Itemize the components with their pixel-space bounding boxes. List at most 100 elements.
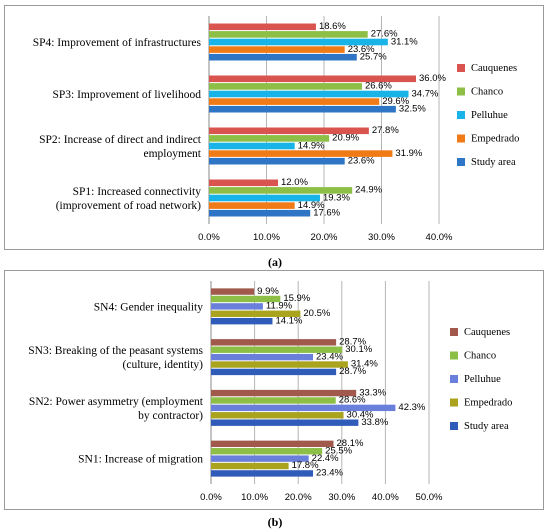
x-tick-label: 0.0% — [198, 232, 220, 243]
chart-panel-b: 0.0% 10.0% 20.0% 30.0% 40.0% 50.0% 9.9% 15.9% 11… — [4, 270, 544, 510]
chart-b-svg: 0.0% 10.0% 20.0% 30.0% 40.0% 50.0% 9.9% 15.9%11… — [28, 281, 512, 503]
data-label: 25.5% — [325, 445, 352, 456]
chart-panel-a: 0.0% 10.0% 20.0% 30.0% 40.0% 18.6% 27.6% 31.1% 2… — [4, 5, 544, 250]
bar — [211, 368, 337, 376]
category-label: SN1: Increase of migration — [78, 454, 203, 466]
legend-entry: Cauquenes — [471, 63, 517, 74]
bar — [209, 23, 316, 31]
data-label: 18.6% — [319, 21, 346, 32]
data-label: 31.9% — [395, 148, 422, 159]
bar — [209, 142, 295, 150]
data-label: 23.6% — [348, 156, 375, 167]
data-label: 15.9% — [283, 293, 310, 304]
legend-swatch — [457, 158, 465, 166]
data-label: 17.8% — [292, 460, 319, 471]
category-label: SN3: Breaking of the peasant systems — [28, 345, 203, 357]
data-label: 14.1% — [275, 315, 302, 326]
legend-entry: Empedrado — [464, 398, 512, 409]
data-label: 17.6% — [313, 208, 340, 219]
bar — [211, 353, 314, 361]
bar — [211, 397, 336, 404]
data-label: 28.7% — [339, 337, 366, 348]
data-label: 23.4% — [316, 468, 343, 479]
legend-entry: Pelluhue — [471, 110, 508, 121]
bar — [211, 440, 334, 448]
bar — [209, 105, 396, 113]
data-label: 23.6% — [348, 44, 375, 55]
data-label: 42.3% — [398, 402, 425, 413]
category-label: by contractor) — [138, 410, 203, 422]
bar — [211, 346, 343, 353]
data-label: 12.0% — [281, 177, 308, 188]
bar — [211, 303, 263, 310]
x-tick-label: 10.0% — [253, 232, 280, 243]
data-label: 30.4% — [347, 409, 374, 420]
legend-entry: Chanco — [471, 87, 503, 98]
caption-a: (a) — [268, 255, 282, 269]
data-label: 28.6% — [339, 395, 366, 406]
x-tick-label: 30.0% — [328, 492, 355, 503]
data-label: 24.9% — [355, 185, 382, 196]
x-tick-label: 30.0% — [368, 232, 395, 243]
data-label: 28.7% — [339, 366, 366, 377]
x-tick-label: 40.0% — [372, 492, 399, 503]
bar — [209, 179, 278, 187]
category-label: SP2: Increase of direct and indirect — [39, 134, 202, 146]
data-label: 11.9% — [266, 301, 293, 312]
data-label: 19.3% — [323, 192, 350, 203]
legend-swatch — [450, 328, 458, 336]
data-label: 34.7% — [412, 88, 439, 99]
bar — [209, 157, 345, 165]
chart-a-svg: 0.0% 10.0% 20.0% 30.0% 40.0% 18.6% 27.6%31.1% 2… — [33, 16, 519, 243]
legend-swatch — [450, 375, 458, 383]
bar — [211, 448, 323, 455]
data-label: 33.8% — [361, 417, 388, 428]
legend-swatch — [457, 64, 465, 72]
legend-swatch — [450, 351, 458, 360]
bar — [209, 38, 388, 46]
bar — [209, 53, 357, 61]
bar — [209, 209, 311, 217]
data-label: 31.4% — [351, 359, 378, 370]
data-label: 20.9% — [332, 133, 359, 144]
legend-swatch — [457, 111, 465, 119]
data-label: 26.6% — [365, 81, 392, 92]
bar — [209, 127, 369, 135]
bar — [211, 455, 309, 462]
category-label: SP4: Improvement of infrastructures — [33, 37, 202, 49]
x-tick-label: 50.0% — [416, 492, 443, 503]
legend-entry: Chanco — [464, 351, 496, 362]
bar — [211, 288, 255, 295]
category-label: (improvement of road network) — [56, 200, 201, 212]
category-label: SN4: Gender inequality — [94, 301, 203, 313]
bar — [209, 202, 295, 209]
bar — [209, 194, 320, 202]
x-tick-label: 20.0% — [285, 492, 312, 503]
data-label: 20.5% — [303, 308, 330, 319]
bar — [211, 361, 348, 368]
data-label: 25.7% — [360, 52, 387, 63]
bar — [209, 46, 345, 53]
bar — [211, 310, 301, 317]
legend-swatch — [457, 134, 465, 143]
data-label: 30.1% — [345, 344, 372, 355]
bar — [209, 83, 362, 90]
bar — [211, 412, 344, 419]
bar — [211, 339, 337, 346]
data-label: 31.1% — [391, 36, 418, 47]
x-tick-label: 0.0% — [200, 492, 222, 503]
legend-entry: Pelluhue — [464, 374, 501, 385]
data-label: 28.1% — [337, 438, 364, 449]
x-tick-label: 10.0% — [241, 492, 268, 503]
data-label: 22.4% — [312, 453, 339, 464]
bar — [209, 90, 409, 98]
bar — [209, 31, 368, 38]
category-label: SP1: Increased connectivity — [73, 186, 202, 198]
bar — [209, 98, 380, 105]
data-label: 9.9% — [257, 286, 279, 297]
legend-entry: Cauquenes — [464, 327, 510, 338]
bar — [209, 150, 393, 157]
bar — [209, 187, 353, 194]
bar — [211, 419, 359, 426]
category-label: SP3: Improvement of livelihood — [52, 89, 201, 101]
